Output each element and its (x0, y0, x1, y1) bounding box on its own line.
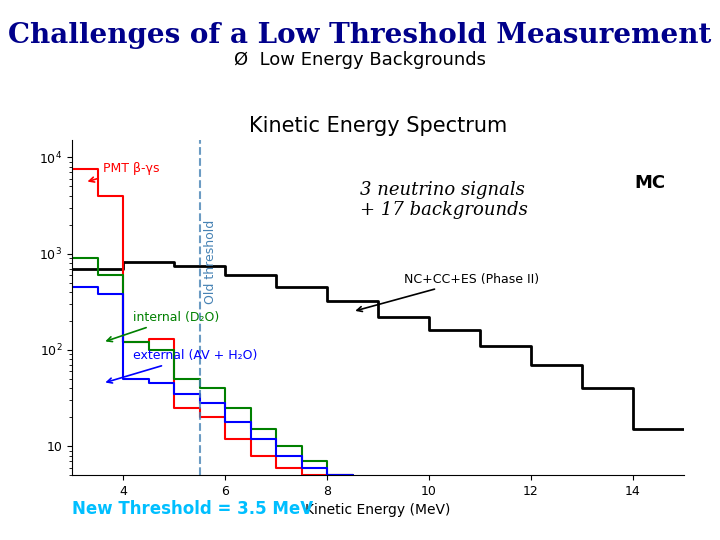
Text: internal (D₂O): internal (D₂O) (107, 311, 220, 342)
Text: Old threshold: Old threshold (204, 220, 217, 304)
X-axis label: Kinetic Energy (MeV): Kinetic Energy (MeV) (305, 503, 451, 517)
Text: Ø  Low Energy Backgrounds: Ø Low Energy Backgrounds (234, 51, 486, 69)
Text: external (AV + H₂O): external (AV + H₂O) (107, 349, 258, 383)
Title: Kinetic Energy Spectrum: Kinetic Energy Spectrum (249, 116, 507, 136)
Text: Challenges of a Low Threshold Measurement: Challenges of a Low Threshold Measuremen… (9, 22, 711, 49)
Text: 3 neutrino signals
+ 17 backgrounds: 3 neutrino signals + 17 backgrounds (360, 180, 528, 219)
Text: PMT β-γs: PMT β-γs (89, 163, 159, 182)
Text: NC+CC+ES (Phase II): NC+CC+ES (Phase II) (357, 273, 539, 312)
Text: New Threshold = 3.5 MeV: New Threshold = 3.5 MeV (72, 501, 313, 518)
Text: MC: MC (634, 174, 665, 192)
